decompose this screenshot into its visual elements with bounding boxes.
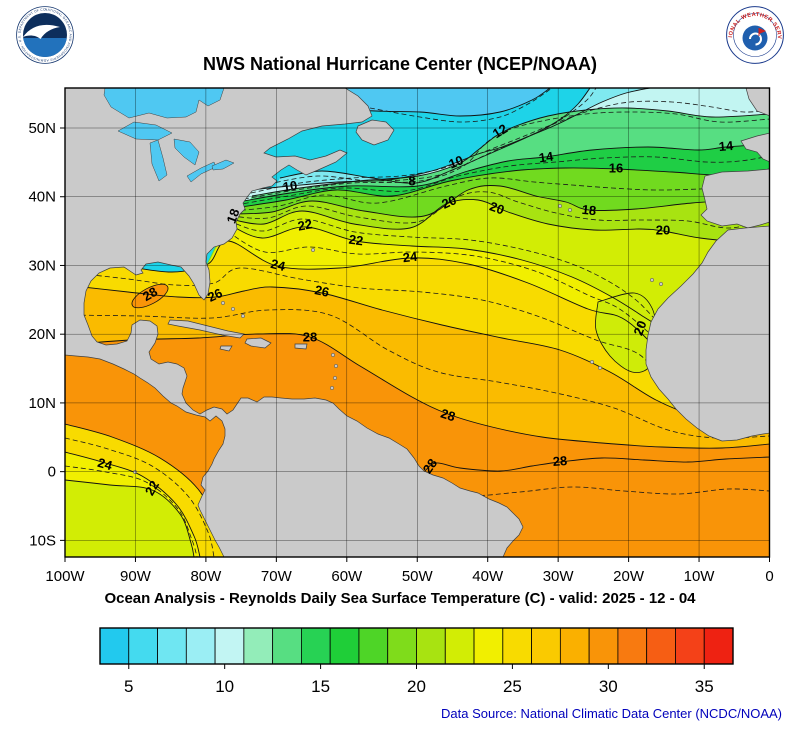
svg-text:20N: 20N (28, 326, 56, 343)
svg-text:10: 10 (446, 152, 465, 171)
svg-text:22: 22 (297, 216, 314, 233)
svg-text:18: 18 (581, 202, 597, 218)
svg-text:35: 35 (695, 677, 714, 696)
svg-text:10: 10 (215, 677, 234, 696)
svg-text:40N: 40N (28, 189, 56, 206)
inland-water (103, 88, 235, 183)
svg-text:40W: 40W (472, 568, 504, 585)
svg-text:24: 24 (96, 455, 115, 474)
svg-text:20: 20 (488, 198, 507, 217)
svg-text:20: 20 (407, 677, 426, 696)
svg-text:100W: 100W (45, 568, 85, 585)
svg-text:15: 15 (311, 677, 330, 696)
svg-text:28: 28 (140, 284, 160, 304)
colorbar-tick-labels: 5 10 15 20 25 30 35 (124, 664, 714, 696)
svg-text:25: 25 (503, 677, 522, 696)
svg-text:8: 8 (408, 174, 415, 189)
noaa-sea (23, 38, 67, 57)
svg-text:20W: 20W (613, 568, 645, 585)
noaa-gull-icon (23, 24, 60, 39)
lon-axis-labels: 100W 90W 80W 70W 60W 50W 40W 30W 20W 10W 0 (45, 557, 774, 585)
svg-text:30N: 30N (28, 257, 56, 274)
svg-text:22: 22 (348, 232, 364, 249)
svg-text:10N: 10N (28, 395, 56, 412)
svg-text:0: 0 (48, 464, 56, 481)
svg-text:30: 30 (599, 677, 618, 696)
svg-text:10: 10 (282, 178, 298, 195)
svg-text:28: 28 (303, 330, 317, 345)
svg-text:14: 14 (718, 138, 734, 154)
svg-text:20: 20 (630, 319, 649, 338)
svg-text:12: 12 (490, 121, 510, 141)
svg-text:50W: 50W (402, 568, 434, 585)
svg-text:20: 20 (439, 192, 458, 212)
lat-axis-labels: 50N 40N 30N 20N 10N 0 10S (28, 120, 65, 549)
svg-text:60W: 60W (331, 568, 363, 585)
svg-text:16: 16 (609, 161, 623, 176)
svg-text:28: 28 (439, 406, 457, 425)
svg-text:0: 0 (765, 568, 773, 585)
svg-text:5: 5 (124, 677, 133, 696)
svg-text:22: 22 (142, 478, 162, 498)
contour-labels: 10 8 10 12 14 16 14 18 20 20 18 20 22 22 24 24 26 26 28 28 2… (96, 121, 735, 498)
svg-text:30W: 30W (543, 568, 575, 585)
noaa-logo: NATIONAL OCEANIC AND ATMOSPHERIC ADMINIS… (16, 6, 74, 64)
map-caption: Ocean Analysis - Reynolds Daily Sea Surf… (104, 590, 696, 607)
svg-text:10W: 10W (684, 568, 716, 585)
nws-inner-ring (733, 13, 777, 57)
nws-logo: NATIONAL WEATHER SERVICE (726, 6, 784, 64)
page-title: NWS National Hurricane Center (NCEP/NOAA… (202, 54, 598, 74)
colorbar-cells (99, 627, 734, 665)
svg-text:28: 28 (420, 456, 441, 476)
svg-text:24: 24 (269, 256, 287, 274)
svg-text:18: 18 (223, 207, 242, 226)
svg-text:70W: 70W (261, 568, 293, 585)
svg-text:28: 28 (552, 453, 567, 469)
svg-text:26: 26 (205, 285, 224, 305)
map-area (65, 88, 770, 557)
svg-text:80W: 80W (190, 568, 222, 585)
svg-text:10S: 10S (29, 532, 56, 549)
svg-text:90W: 90W (120, 568, 152, 585)
grid-lines (65, 88, 770, 557)
svg-text:26: 26 (313, 282, 330, 300)
data-source: Data Source: National Climatic Data Cent… (441, 706, 782, 721)
svg-text:14: 14 (538, 148, 555, 165)
svg-text:50N: 50N (28, 120, 56, 137)
svg-text:24: 24 (402, 249, 419, 266)
nws-flag-icon (759, 28, 766, 34)
svg-text:20: 20 (656, 223, 670, 238)
